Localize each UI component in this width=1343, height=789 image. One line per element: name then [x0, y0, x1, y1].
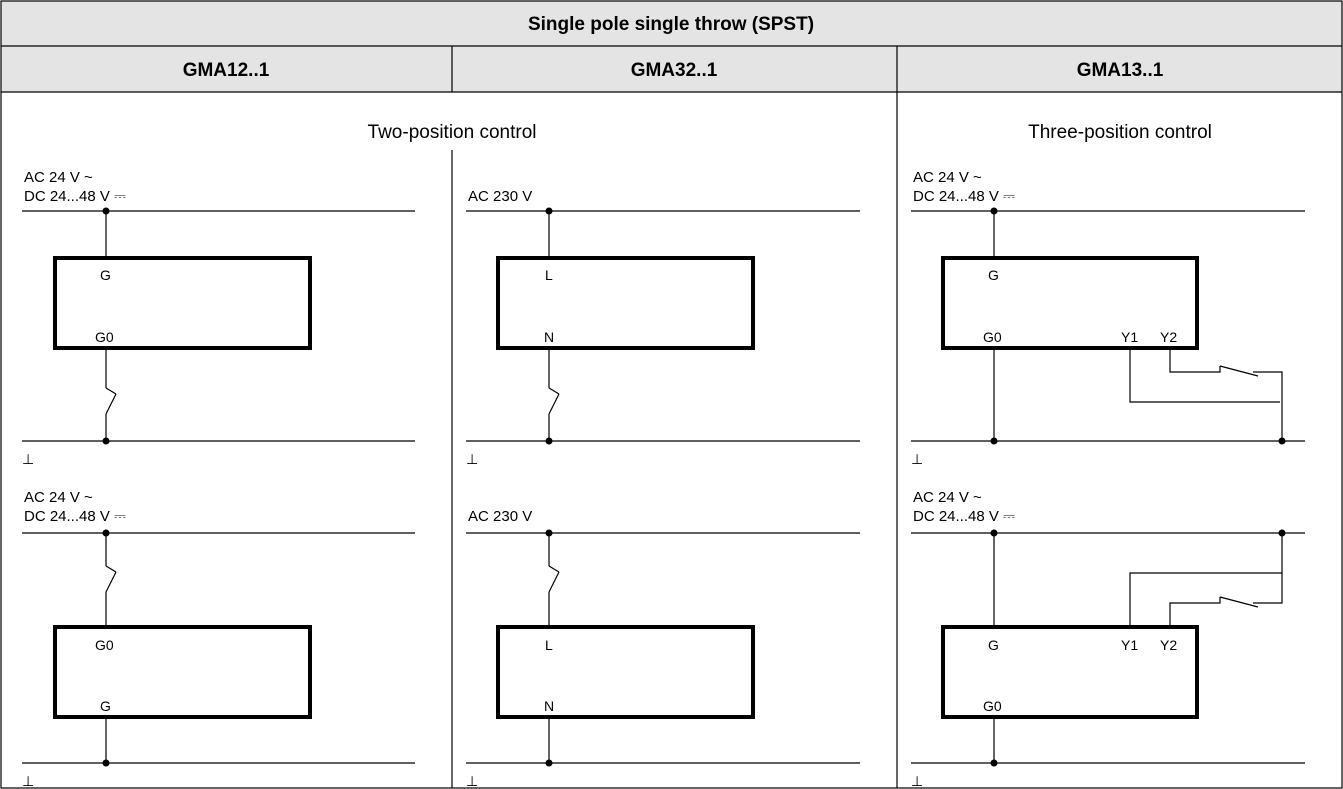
terminal-y1: Y1 [1121, 637, 1138, 653]
supply-label-dc24-48: DC 24...48 V ⎓ [24, 188, 126, 205]
supply-label-dc24-48: DC 24...48 V ⎓ [913, 508, 1015, 525]
supply-label-ac24: AC 24 V ~ [913, 169, 982, 186]
actuator-box [496, 256, 755, 350]
terminal-g0: G0 [983, 329, 1002, 345]
table-title: Single pole single throw (SPST) [528, 14, 814, 35]
column-header-row-background [1, 46, 1342, 92]
terminal-g0: G0 [95, 329, 114, 345]
terminal-l: L [545, 267, 553, 283]
actuator-box [53, 625, 312, 719]
supply-label-dc24-48: DC 24...48 V ⎓ [913, 188, 1015, 205]
supply-label-ac24: AC 24 V ~ [24, 489, 93, 506]
gma12-top-diagram: AC 24 V ~ DC 24...48 V ⎓ G G0 ⊥ [22, 169, 415, 467]
supply-label-ac24: AC 24 V ~ [913, 489, 982, 506]
gma12-bottom-diagram: AC 24 V ~ DC 24...48 V ⎓ G0 G ⊥ [22, 489, 415, 789]
terminal-g: G [988, 637, 999, 653]
gma32-top-diagram: AC 230 V L N ⊥ [466, 188, 860, 467]
gma13-top-diagram: AC 24 V ~ DC 24...48 V ⎓ G G0 Y1 Y2 ⊥ [911, 169, 1305, 467]
actuator-box [496, 625, 755, 719]
actuator-box [941, 625, 1199, 719]
terminal-g: G [988, 267, 999, 283]
column-header-gma32: GMA32..1 [631, 60, 718, 81]
terminal-y2: Y2 [1160, 637, 1177, 653]
terminal-g: G [100, 267, 111, 283]
actuator-box [53, 256, 312, 350]
ground-symbol: ⊥ [911, 773, 923, 789]
terminal-g: G [100, 698, 111, 714]
three-position-control-heading: Three-position control [1028, 122, 1212, 143]
supply-label-ac230: AC 230 V [468, 188, 532, 205]
terminal-g0: G0 [95, 637, 114, 653]
actuator-box [941, 256, 1199, 350]
terminal-y1: Y1 [1121, 329, 1138, 345]
two-position-control-heading: Two-position control [368, 122, 537, 143]
ground-symbol: ⊥ [466, 451, 478, 467]
supply-label-ac230: AC 230 V [468, 508, 532, 525]
column-header-gma12: GMA12..1 [183, 60, 270, 81]
terminal-y2: Y2 [1160, 329, 1177, 345]
terminal-g0: G0 [983, 698, 1002, 714]
supply-label-ac24: AC 24 V ~ [24, 169, 93, 186]
ground-symbol: ⊥ [22, 773, 34, 789]
ground-symbol: ⊥ [911, 451, 923, 467]
terminal-n: N [544, 698, 554, 714]
ground-symbol: ⊥ [466, 773, 478, 789]
title-row-background [1, 1, 1342, 46]
ground-symbol: ⊥ [22, 451, 34, 467]
column-header-gma13: GMA13..1 [1077, 60, 1164, 81]
terminal-n: N [544, 329, 554, 345]
gma13-bottom-diagram: AC 24 V ~ DC 24...48 V ⎓ G Y1 Y2 G0 ⊥ [911, 489, 1305, 789]
terminal-l: L [545, 637, 553, 653]
gma32-bottom-diagram: AC 230 V L N ⊥ [466, 508, 860, 789]
supply-label-dc24-48: DC 24...48 V ⎓ [24, 508, 126, 525]
